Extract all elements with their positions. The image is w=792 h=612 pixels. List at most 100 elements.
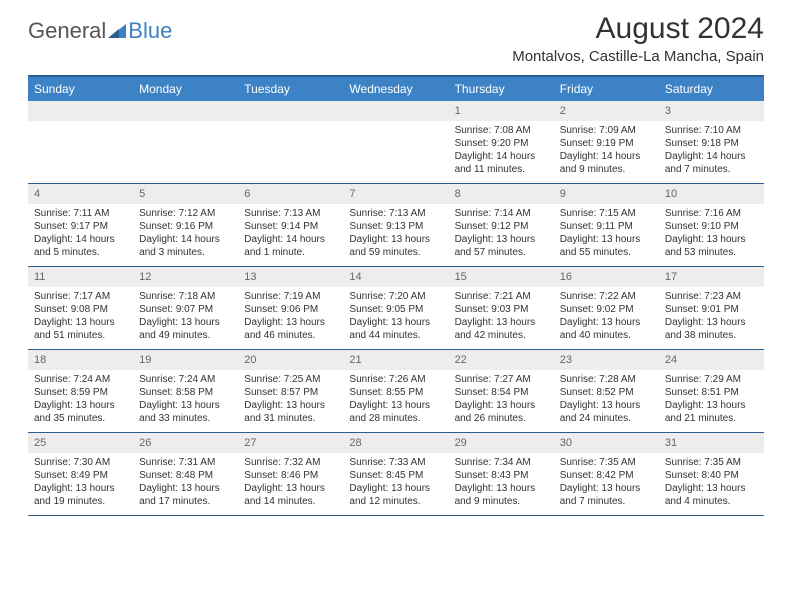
sunrise-text: Sunrise: 7:11 AM [34,207,127,220]
day-content: Sunrise: 7:35 AMSunset: 8:42 PMDaylight:… [554,453,659,514]
daylight-text: Daylight: 13 hours and 55 minutes. [560,233,653,259]
day-cell: . [28,101,133,183]
day-number: 12 [133,267,238,287]
day-number: 27 [238,433,343,453]
sunrise-text: Sunrise: 7:16 AM [665,207,758,220]
day-cell: . [133,101,238,183]
day-content: Sunrise: 7:24 AMSunset: 8:58 PMDaylight:… [133,370,238,431]
daylight-text: Daylight: 13 hours and 12 minutes. [349,482,442,508]
day-cell: 4 Sunrise: 7:11 AMSunset: 9:17 PMDaylight… [28,184,133,266]
daylight-text: Daylight: 13 hours and 14 minutes. [244,482,337,508]
day-number: 29 [449,433,554,453]
day-number: 23 [554,350,659,370]
daylight-text: Daylight: 13 hours and 31 minutes. [244,399,337,425]
sunset-text: Sunset: 9:01 PM [665,303,758,316]
daylight-text: Daylight: 13 hours and 19 minutes. [34,482,127,508]
sunset-text: Sunset: 9:12 PM [455,220,548,233]
sunrise-text: Sunrise: 7:21 AM [455,290,548,303]
day-content: Sunrise: 7:16 AMSunset: 9:10 PMDaylight:… [659,204,764,265]
logo-triangle-icon [108,24,126,38]
day-content: Sunrise: 7:23 AMSunset: 9:01 PMDaylight:… [659,287,764,348]
daylight-text: Daylight: 13 hours and 33 minutes. [139,399,232,425]
day-cell: 13Sunrise: 7:19 AMSunset: 9:06 PMDayligh… [238,267,343,349]
daylight-text: Daylight: 14 hours and 9 minutes. [560,150,653,176]
sunrise-text: Sunrise: 7:14 AM [455,207,548,220]
day-content: Sunrise: 7:25 AMSunset: 8:57 PMDaylight:… [238,370,343,431]
sunset-text: Sunset: 8:51 PM [665,386,758,399]
day-content: Sunrise: 7:15 AMSunset: 9:11 PMDaylight:… [554,204,659,265]
day-cell: . [238,101,343,183]
sunrise-text: Sunrise: 7:24 AM [34,373,127,386]
week-row: 25Sunrise: 7:30 AMSunset: 8:49 PMDayligh… [28,433,764,516]
daylight-text: Daylight: 14 hours and 3 minutes. [139,233,232,259]
week-row: 11Sunrise: 7:17 AMSunset: 9:08 PMDayligh… [28,267,764,350]
sunrise-text: Sunrise: 7:13 AM [349,207,442,220]
day-cell: 28Sunrise: 7:33 AMSunset: 8:45 PMDayligh… [343,433,448,515]
daylight-text: Daylight: 14 hours and 5 minutes. [34,233,127,259]
day-cell: 3Sunrise: 7:10 AMSunset: 9:18 PMDaylight… [659,101,764,183]
day-number: 18 [28,350,133,370]
sunset-text: Sunset: 8:57 PM [244,386,337,399]
day-content: Sunrise: 7:13 AMSunset: 9:14 PMDaylight:… [238,204,343,265]
sunset-text: Sunset: 8:45 PM [349,469,442,482]
sunrise-text: Sunrise: 7:15 AM [560,207,653,220]
daylight-text: Daylight: 13 hours and 53 minutes. [665,233,758,259]
day-cell: 24Sunrise: 7:29 AMSunset: 8:51 PMDayligh… [659,350,764,432]
day-cell: 14Sunrise: 7:20 AMSunset: 9:05 PMDayligh… [343,267,448,349]
daylight-text: Daylight: 13 hours and 35 minutes. [34,399,127,425]
day-cell: 8Sunrise: 7:14 AMSunset: 9:12 PMDaylight… [449,184,554,266]
day-content: Sunrise: 7:33 AMSunset: 8:45 PMDaylight:… [343,453,448,514]
day-number: 13 [238,267,343,287]
sunrise-text: Sunrise: 7:13 AM [244,207,337,220]
sunset-text: Sunset: 9:03 PM [455,303,548,316]
daylight-text: Daylight: 13 hours and 49 minutes. [139,316,232,342]
day-number: . [28,101,133,121]
sunset-text: Sunset: 9:07 PM [139,303,232,316]
day-cell: 9Sunrise: 7:15 AMSunset: 9:11 PMDaylight… [554,184,659,266]
day-number: 4 [28,184,133,204]
day-cell: . [343,101,448,183]
day-content: Sunrise: 7:27 AMSunset: 8:54 PMDaylight:… [449,370,554,431]
day-number: 19 [133,350,238,370]
sunset-text: Sunset: 9:10 PM [665,220,758,233]
week-row: 18Sunrise: 7:24 AMSunset: 8:59 PMDayligh… [28,350,764,433]
sunrise-text: Sunrise: 7:18 AM [139,290,232,303]
daylight-text: Daylight: 13 hours and 59 minutes. [349,233,442,259]
sunset-text: Sunset: 9:16 PM [139,220,232,233]
sunrise-text: Sunrise: 7:23 AM [665,290,758,303]
day-cell: 17Sunrise: 7:23 AMSunset: 9:01 PMDayligh… [659,267,764,349]
daylight-text: Daylight: 13 hours and 40 minutes. [560,316,653,342]
day-content: Sunrise: 7:35 AMSunset: 8:40 PMDaylight:… [659,453,764,514]
day-cell: 30Sunrise: 7:35 AMSunset: 8:42 PMDayligh… [554,433,659,515]
day-number: 24 [659,350,764,370]
sunset-text: Sunset: 9:17 PM [34,220,127,233]
dow-cell: Sunday [28,77,133,101]
day-content: Sunrise: 7:34 AMSunset: 8:43 PMDaylight:… [449,453,554,514]
daylight-text: Daylight: 14 hours and 7 minutes. [665,150,758,176]
daylight-text: Daylight: 13 hours and 21 minutes. [665,399,758,425]
sunrise-text: Sunrise: 7:32 AM [244,456,337,469]
sunset-text: Sunset: 9:19 PM [560,137,653,150]
day-cell: 29Sunrise: 7:34 AMSunset: 8:43 PMDayligh… [449,433,554,515]
sunrise-text: Sunrise: 7:17 AM [34,290,127,303]
day-cell: 22Sunrise: 7:27 AMSunset: 8:54 PMDayligh… [449,350,554,432]
day-cell: 31Sunrise: 7:35 AMSunset: 8:40 PMDayligh… [659,433,764,515]
daylight-text: Daylight: 14 hours and 1 minute. [244,233,337,259]
day-cell: 15Sunrise: 7:21 AMSunset: 9:03 PMDayligh… [449,267,554,349]
sunset-text: Sunset: 8:46 PM [244,469,337,482]
logo-text-blue: Blue [128,18,172,44]
day-cell: 6Sunrise: 7:13 AMSunset: 9:14 PMDaylight… [238,184,343,266]
daylight-text: Daylight: 13 hours and 42 minutes. [455,316,548,342]
sunset-text: Sunset: 8:54 PM [455,386,548,399]
sunrise-text: Sunrise: 7:33 AM [349,456,442,469]
day-cell: 19Sunrise: 7:24 AMSunset: 8:58 PMDayligh… [133,350,238,432]
sunset-text: Sunset: 9:05 PM [349,303,442,316]
day-cell: 16Sunrise: 7:22 AMSunset: 9:02 PMDayligh… [554,267,659,349]
daylight-text: Daylight: 14 hours and 11 minutes. [455,150,548,176]
week-row: 4Sunrise: 7:11 AMSunset: 9:17 PMDaylight… [28,184,764,267]
day-number: 11 [28,267,133,287]
sunrise-text: Sunrise: 7:19 AM [244,290,337,303]
day-cell: 18Sunrise: 7:24 AMSunset: 8:59 PMDayligh… [28,350,133,432]
header: General Blue August 2024 Montalvos, Cast… [0,0,792,69]
day-content: Sunrise: 7:10 AMSunset: 9:18 PMDaylight:… [659,121,764,182]
